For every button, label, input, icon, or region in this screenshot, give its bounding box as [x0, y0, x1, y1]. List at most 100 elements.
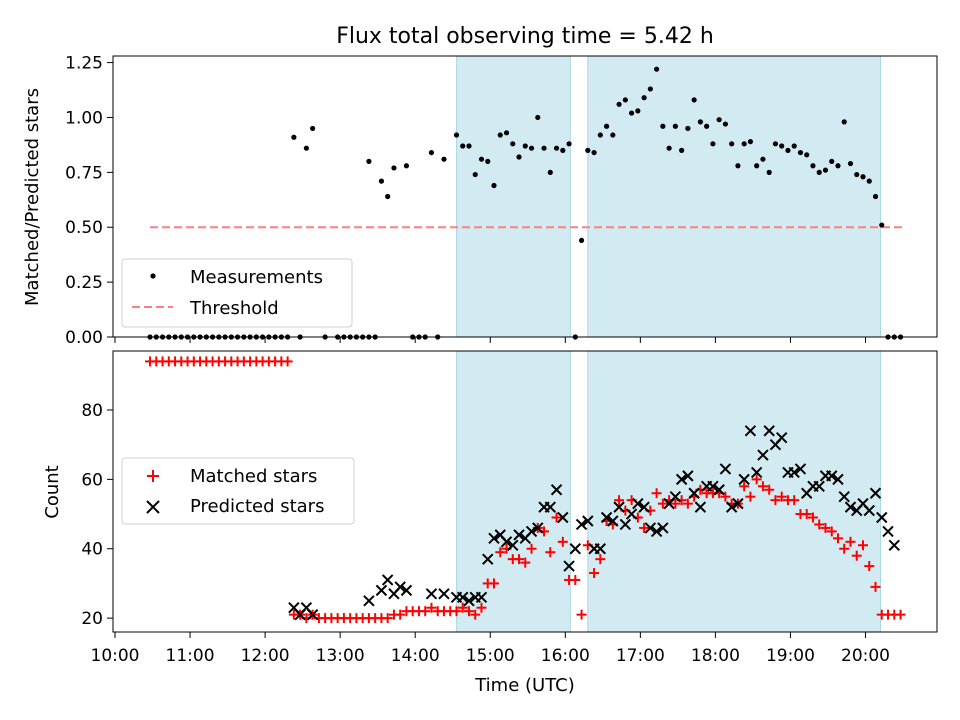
- measurement-point: [760, 156, 766, 162]
- measurement-point: [729, 141, 735, 147]
- measurement-point: [754, 163, 760, 169]
- predicted-marker-b: [625, 508, 638, 520]
- matched-star-point: [789, 495, 800, 506]
- predicted-marker-b: [844, 501, 857, 513]
- matched-star-point: [470, 609, 481, 620]
- predicted-star-point: [513, 529, 525, 541]
- matched-star-point: [770, 495, 781, 506]
- measurement-point: [428, 149, 435, 156]
- predicted-marker-b: [544, 501, 556, 513]
- predicted-star-point: [657, 522, 669, 534]
- measurement-point: [522, 143, 528, 149]
- predicted-marker-b: [744, 425, 757, 437]
- x-axis-label: Time (UTC): [474, 675, 575, 696]
- measurement-point: [635, 108, 641, 114]
- measurement-point: [766, 169, 772, 175]
- x-tick-label: 14:00: [391, 646, 440, 666]
- predicted-star-point: [557, 511, 569, 524]
- predicted-star-point: [838, 490, 850, 503]
- measurement-point: [491, 182, 497, 189]
- bottom-y-tick-label: 20: [81, 609, 103, 629]
- predicted-marker-b: [826, 470, 838, 482]
- measurement-point: [666, 145, 672, 151]
- measurement-point: [710, 141, 716, 147]
- predicted-marker-b: [863, 504, 875, 517]
- observing-span: [587, 350, 882, 633]
- predicted-marker-b: [463, 595, 475, 607]
- top-y-tick-label: 0.25: [65, 273, 103, 293]
- measurement-point: [660, 123, 666, 129]
- chart-title: Flux total observing time = 5.42 h: [336, 24, 714, 49]
- measurement-point: [772, 141, 779, 147]
- matched-star-point: [776, 491, 787, 502]
- predicted-marker-b: [838, 490, 850, 503]
- measurement-point: [866, 178, 872, 184]
- predicted-marker-b: [494, 529, 506, 541]
- x-tick-label: 10:00: [91, 646, 140, 666]
- predicted-marker-b: [482, 553, 494, 565]
- predicted-star-point: [600, 511, 613, 524]
- predicted-star-point: [425, 588, 438, 600]
- predicted-marker-b: [425, 588, 438, 600]
- predicted-star-point: [363, 595, 375, 607]
- measurement-point: [466, 143, 472, 149]
- matched-star-point: [739, 481, 750, 492]
- bottom-y-tick-label: 80: [81, 401, 103, 421]
- measurement-point: [847, 160, 854, 167]
- measurement-point: [510, 141, 516, 147]
- matched-star-point: [463, 606, 474, 617]
- measurement-point: [485, 158, 491, 164]
- measurement-point: [722, 121, 729, 127]
- measurement-point: [810, 163, 816, 169]
- matched-star-point: [551, 512, 562, 523]
- matched-star-point: [589, 568, 600, 579]
- measurement-point: [797, 149, 804, 156]
- matched-star-point: [526, 543, 537, 554]
- predicted-star-point: [463, 595, 475, 607]
- x-tick-label: 11:00: [166, 646, 215, 666]
- matched-star-point: [814, 519, 825, 530]
- legend-measurement-marker: [150, 273, 156, 279]
- matched-star-point: [570, 574, 581, 585]
- top-y-axis: 0.00 0.25 0.50 0.75 1.00 1.25: [65, 54, 113, 348]
- measurement-point: [685, 125, 691, 132]
- measurement-point: [841, 119, 847, 125]
- matched-star-point: [845, 536, 856, 547]
- predicted-star-point: [707, 480, 719, 493]
- measurement-point: [816, 169, 822, 175]
- predicted-marker-b: [394, 581, 406, 593]
- measurement-point: [829, 158, 835, 164]
- measurement-point: [785, 147, 791, 153]
- predicted-star-point: [713, 484, 725, 496]
- predicted-star-point: [826, 470, 838, 482]
- top-legend: Measurements Threshold: [121, 258, 353, 328]
- matched-star-point: [382, 613, 393, 624]
- bottom-y-axis: 20 40 60 80: [81, 401, 113, 629]
- measurement-point: [779, 143, 785, 149]
- legend-predicted-marker: [146, 500, 160, 514]
- observing-spans: [455, 350, 882, 633]
- matched-star-point: [420, 606, 431, 617]
- measurement-point: [735, 163, 741, 169]
- matched-star-point: [745, 491, 756, 502]
- predicted-marker-b: [400, 584, 413, 597]
- matched-star-point: [639, 522, 650, 533]
- predicted-star-point: [725, 501, 738, 513]
- measurement-point: [872, 193, 879, 200]
- predicted-marker-b: [507, 539, 519, 551]
- predicted-star-point: [888, 539, 900, 551]
- measurement-point: [654, 66, 660, 72]
- matched-star-point: [682, 498, 693, 509]
- matched-star-point: [839, 543, 850, 554]
- predicted-star-point: [500, 536, 513, 548]
- bottom-legend: Matched stars Predicted stars: [121, 457, 355, 525]
- predicted-star-point: [763, 425, 775, 437]
- matched-star-point: [489, 578, 500, 589]
- predicted-marker-b: [857, 497, 869, 510]
- predicted-star-point: [632, 497, 644, 510]
- predicted-marker-b: [882, 525, 894, 538]
- predicted-marker-b: [832, 473, 844, 486]
- measurement-point: [697, 119, 703, 125]
